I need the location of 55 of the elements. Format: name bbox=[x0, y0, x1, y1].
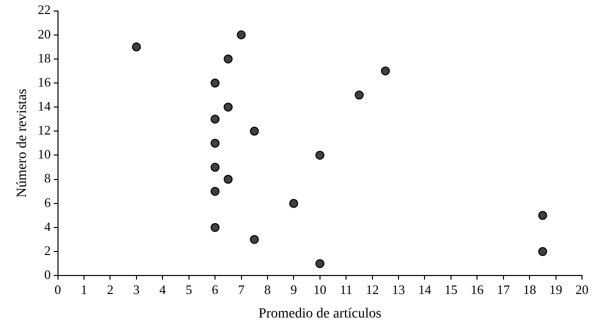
point bbox=[210, 78, 220, 88]
y-tick-label: 8 bbox=[44, 170, 51, 186]
x-tick-label: 16 bbox=[470, 282, 484, 297]
x-tick-label: 12 bbox=[366, 282, 379, 297]
x-tick-label: 10 bbox=[313, 282, 326, 297]
y-tick-label: 16 bbox=[38, 74, 52, 90]
x-tick-label: 18 bbox=[523, 282, 536, 297]
point bbox=[224, 102, 233, 112]
x-tick-label: 6 bbox=[212, 282, 219, 297]
point bbox=[224, 54, 233, 64]
point bbox=[210, 138, 220, 148]
x-tick-label: 20 bbox=[576, 282, 588, 297]
x-tick-label: 13 bbox=[392, 282, 406, 297]
y-tick-label: 12 bbox=[38, 122, 51, 138]
point bbox=[354, 90, 364, 100]
x-tick-label: 2 bbox=[106, 282, 114, 297]
y-tick-label: 10 bbox=[38, 146, 51, 162]
point bbox=[538, 210, 548, 220]
y-tick-label: 4 bbox=[44, 218, 52, 234]
x-tick-label: 7 bbox=[238, 282, 246, 297]
x-tick-label: 8 bbox=[264, 282, 271, 297]
x-tick-label: 14 bbox=[418, 282, 432, 297]
y-axis-title: Número de revistas bbox=[15, 88, 30, 198]
x-tick-label: 15 bbox=[444, 282, 458, 297]
point bbox=[210, 222, 220, 232]
point bbox=[315, 259, 324, 268]
x-tick-label: 17 bbox=[496, 282, 510, 297]
x-tick-label: 4 bbox=[159, 282, 166, 297]
y-tick-label: 18 bbox=[38, 50, 51, 66]
point bbox=[250, 126, 259, 136]
x-tick-label: 0 bbox=[54, 282, 62, 297]
point bbox=[210, 186, 220, 196]
x-tick-label: 9 bbox=[290, 282, 297, 297]
point bbox=[250, 234, 259, 244]
x-tick-label: 5 bbox=[186, 282, 192, 297]
y-tick-label: 0 bbox=[44, 267, 51, 282]
y-tick-label: 2 bbox=[44, 242, 51, 258]
point bbox=[224, 174, 233, 184]
point bbox=[236, 30, 246, 40]
x-axis-title: Promedio de artículos bbox=[258, 306, 382, 322]
point bbox=[210, 114, 220, 124]
y-tick-label: 22 bbox=[38, 2, 51, 18]
point bbox=[132, 42, 141, 52]
x-tick-label: 1 bbox=[80, 282, 88, 297]
point bbox=[289, 198, 298, 208]
point bbox=[210, 162, 220, 172]
x-tick-label: 3 bbox=[133, 282, 140, 297]
x-tick-label: 11 bbox=[340, 282, 352, 297]
y-tick-label: 20 bbox=[38, 26, 51, 42]
y-tick-label: 6 bbox=[44, 194, 52, 210]
point bbox=[538, 247, 548, 256]
x-tick-label: 19 bbox=[549, 282, 562, 297]
point bbox=[380, 66, 390, 76]
y-tick-label: 14 bbox=[38, 98, 52, 114]
point bbox=[315, 150, 324, 160]
